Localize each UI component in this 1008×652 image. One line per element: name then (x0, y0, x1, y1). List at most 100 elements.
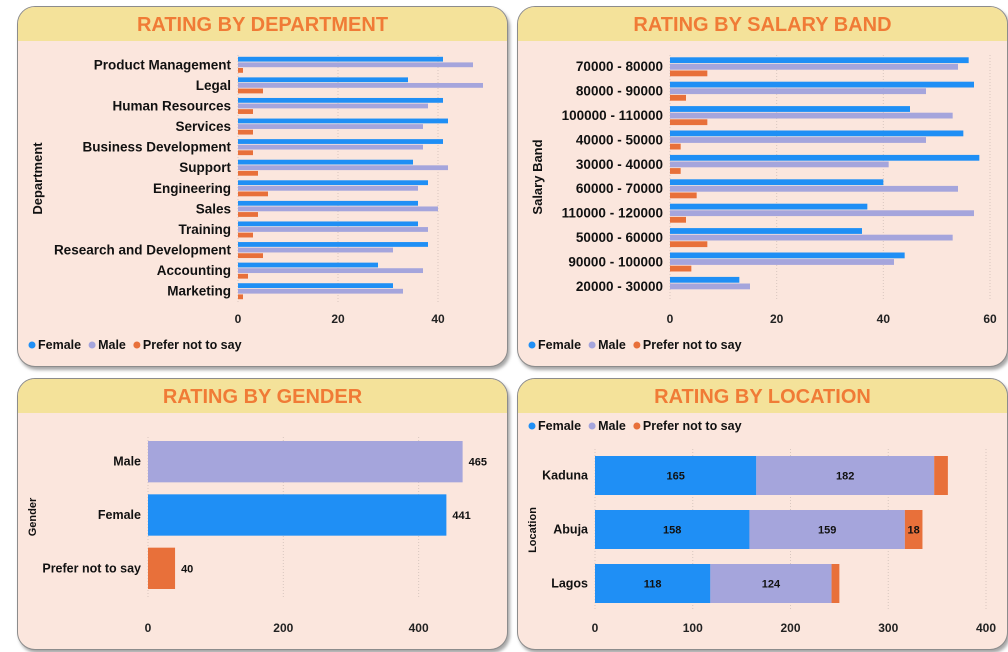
salary-bar-70000-80000-female[interactable] (670, 57, 969, 64)
dept-bar-marketing-prefer-not-to-say[interactable] (238, 294, 243, 300)
salary-category-label: 80000 - 90000 (576, 84, 663, 99)
dept-bar-marketing-male[interactable] (238, 288, 403, 294)
gender-category-label: Female (98, 508, 141, 522)
salary-bar-80000-90000-male[interactable] (670, 88, 926, 95)
location-bar-lagos-female[interactable] (595, 564, 711, 603)
location-bar-abuja-male[interactable] (749, 510, 905, 549)
dept-bar-accounting-prefer-not-to-say[interactable] (238, 273, 248, 279)
dept-bar-support-prefer-not-to-say[interactable] (238, 170, 258, 176)
salary-bar-60000-70000-prefer-not-to-say[interactable] (670, 192, 697, 199)
dept-bar-services-prefer-not-to-say[interactable] (238, 129, 253, 135)
dept-bar-research-and-development-female[interactable] (238, 242, 428, 247)
salary-category-label: 50000 - 60000 (576, 230, 663, 245)
salary-bar-40000-50000-prefer-not-to-say[interactable] (670, 143, 681, 150)
dept-bar-engineering-male[interactable] (238, 185, 418, 191)
salary-bar-30000-40000-female[interactable] (670, 154, 980, 161)
chart-department: 0 20 40 Product Management Legal Human Resour… (28, 55, 483, 352)
salary-bar-50000-60000-male[interactable] (670, 234, 953, 241)
salary-bar-70000-80000-male[interactable] (670, 63, 958, 70)
dept-bar-support-male[interactable] (238, 165, 448, 171)
salary-bar-20000-30000-male[interactable] (670, 283, 750, 290)
salary-bar-80000-90000-prefer-not-to-say[interactable] (670, 94, 686, 101)
dept-bar-sales-prefer-not-to-say[interactable] (238, 212, 258, 217)
dept-bar-accounting-female[interactable] (238, 262, 378, 268)
location-bar-lagos-male[interactable] (710, 564, 832, 603)
dept-bar-research-and-development-prefer-not-to-say[interactable] (238, 253, 263, 259)
salary-bar-100000-110000-male[interactable] (670, 112, 953, 119)
salary-legend-label-prefer-not-to-say[interactable]: Prefer not to say (643, 338, 742, 352)
location-bar-abuja-female[interactable] (595, 510, 750, 549)
dept-bar-business-development-prefer-not-to-say[interactable] (238, 150, 253, 156)
dept-bar-legal-prefer-not-to-say[interactable] (238, 88, 263, 94)
salary-legend-label-male[interactable]: Male (598, 338, 626, 352)
dept-legend-label-female[interactable]: Female (38, 338, 81, 352)
salary-bar-90000-100000-male[interactable] (670, 259, 894, 265)
dept-bar-research-and-development-male[interactable] (238, 247, 393, 253)
panel-rating-by-department: RATING BY DEPARTMENT 0 20 40 Product Manage… (17, 6, 508, 367)
salary-bar-80000-90000-female[interactable] (670, 81, 974, 88)
location-category-label: Kaduna (542, 469, 589, 483)
dept-bar-product-management-male[interactable] (238, 62, 473, 68)
salary-bar-110000-120000-prefer-not-to-say[interactable] (670, 216, 686, 223)
dept-bar-product-management-female[interactable] (238, 56, 443, 62)
dept-bar-legal-male[interactable] (238, 82, 483, 88)
dept-legend-label-male[interactable]: Male (98, 338, 126, 352)
salary-bar-100000-110000-female[interactable] (670, 106, 910, 112)
dept-bar-training-male[interactable] (238, 227, 428, 232)
salary-bar-50000-60000-prefer-not-to-say[interactable] (670, 241, 708, 248)
dept-category-label: Sales (196, 201, 231, 216)
dept-bar-human-resources-male[interactable] (238, 103, 428, 109)
salary-bar-40000-50000-male[interactable] (670, 137, 926, 143)
dept-bar-training-prefer-not-to-say[interactable] (238, 232, 253, 238)
dept-bar-training-female[interactable] (238, 221, 418, 227)
gender-bar-prefer-not-to-say[interactable] (148, 547, 176, 589)
dept-bar-accounting-male[interactable] (238, 268, 423, 274)
salary-bar-70000-80000-prefer-not-to-say[interactable] (670, 70, 708, 77)
dept-x-tick-label: 40 (431, 312, 445, 326)
location-legend-label-male[interactable]: Male (598, 419, 626, 433)
gender-bar-male[interactable] (148, 441, 463, 483)
dept-bar-business-development-female[interactable] (238, 139, 443, 144)
salary-bar-90000-100000-prefer-not-to-say[interactable] (670, 265, 692, 272)
location-bar-abuja-prefer-not-to-say[interactable] (904, 510, 923, 549)
salary-bar-50000-60000-female[interactable] (670, 228, 862, 234)
dept-bar-sales-female[interactable] (238, 200, 418, 206)
location-legend-label-prefer-not-to-say[interactable]: Prefer not to say (643, 419, 742, 433)
location-legend-label-female[interactable]: Female (538, 419, 581, 433)
dept-bar-services-female[interactable] (238, 118, 448, 124)
location-bar-kaduna-prefer-not-to-say[interactable] (934, 456, 948, 495)
salary-bar-110000-120000-female[interactable] (670, 203, 868, 210)
salary-bar-110000-120000-male[interactable] (670, 210, 974, 217)
salary-bar-100000-110000-prefer-not-to-say[interactable] (670, 119, 708, 126)
salary-bar-30000-40000-male[interactable] (670, 161, 889, 168)
dept-bar-product-management-prefer-not-to-say[interactable] (238, 68, 243, 73)
salary-bar-30000-40000-prefer-not-to-say[interactable] (670, 168, 681, 174)
location-bar-kaduna-male[interactable] (756, 456, 935, 495)
gender-bar-female[interactable] (148, 494, 447, 536)
dept-bar-sales-male[interactable] (238, 206, 438, 212)
gender-x-tick-label: 400 (409, 621, 429, 635)
dept-bar-engineering-prefer-not-to-say[interactable] (238, 191, 268, 197)
dept-bar-human-resources-female[interactable] (238, 97, 443, 103)
location-bar-lagos-prefer-not-to-say[interactable] (831, 564, 840, 603)
dept-bar-human-resources-prefer-not-to-say[interactable] (238, 109, 253, 114)
salary-bar-40000-50000-female[interactable] (670, 130, 964, 137)
dept-bar-engineering-female[interactable] (238, 180, 428, 186)
dept-category-label: Marketing (167, 284, 231, 299)
dept-bar-business-development-male[interactable] (238, 144, 423, 150)
salary-bar-60000-70000-male[interactable] (670, 185, 958, 192)
dept-bar-support-female[interactable] (238, 159, 413, 165)
location-x-tick-label: 200 (780, 621, 800, 635)
salary-bar-90000-100000-female[interactable] (670, 252, 905, 259)
dept-bar-legal-female[interactable] (238, 77, 408, 83)
location-legend-marker-prefer-not-to-say (633, 422, 641, 430)
dept-legend-label-prefer-not-to-say[interactable]: Prefer not to say (143, 338, 242, 352)
salary-legend-label-female[interactable]: Female (538, 338, 581, 352)
dept-bar-marketing-female[interactable] (238, 283, 393, 289)
dept-bar-services-male[interactable] (238, 124, 423, 129)
salary-bar-20000-30000-female[interactable] (670, 276, 740, 283)
location-bar-kaduna-female[interactable] (595, 456, 757, 495)
location-x-tick-label: 300 (878, 621, 898, 635)
dept-legend-marker-female (28, 341, 36, 349)
salary-bar-60000-70000-female[interactable] (670, 179, 884, 186)
